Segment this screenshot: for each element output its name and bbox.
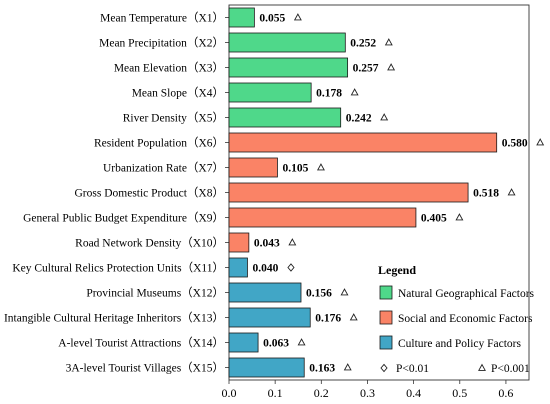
category-label: Intangible Cultural Heritage Inheritors（… — [4, 312, 224, 325]
category-label: Mean Elevation（X3） — [114, 62, 224, 75]
legend-diamond-icon — [380, 363, 388, 373]
value-label: 0.518 — [473, 188, 499, 200]
category-label: Key Cultural Relics Protection Units（X11… — [12, 262, 224, 275]
value-label: 0.156 — [306, 288, 332, 300]
category-label: Mean Slope（X4） — [132, 87, 224, 100]
category-label: General Public Budget Expenditure（X9） — [23, 212, 224, 225]
legend-label: Natural Geographical Factors — [398, 288, 535, 300]
bar — [228, 232, 250, 253]
category-label: A-level Tourist Attractions（X14） — [58, 337, 224, 350]
value-label: 0.055 — [259, 13, 285, 25]
x-tick-label: 0.1 — [268, 386, 283, 400]
bar — [228, 82, 312, 103]
significance-marker — [350, 88, 359, 96]
value-label: 0.257 — [353, 63, 379, 75]
bar — [228, 182, 469, 203]
significance-marker — [380, 113, 389, 121]
significance-marker — [287, 263, 295, 272]
bar — [228, 357, 305, 378]
x-tick-label: 0.6 — [498, 386, 513, 400]
x-tick-label: 0.0 — [222, 386, 237, 400]
value-label: 0.176 — [315, 313, 341, 325]
bar — [228, 157, 278, 178]
x-tick-label: 0.4 — [406, 386, 421, 400]
value-label: 0.105 — [282, 163, 308, 175]
bar — [228, 57, 349, 78]
significance-marker — [536, 138, 545, 146]
legend-label: Social and Economic Factors — [398, 313, 533, 325]
category-label: Provincial Museums（X12） — [86, 287, 224, 300]
legend-swatch — [379, 310, 393, 325]
bar — [228, 282, 302, 303]
x-tick-label: 0.5 — [452, 386, 467, 400]
legend-triangle-icon — [478, 363, 486, 371]
value-label: 0.178 — [316, 88, 342, 100]
category-label: River Density（X5） — [123, 112, 224, 125]
legend: Legend Natural Geographical Factors Social… — [378, 263, 535, 375]
significance-marker — [507, 188, 516, 196]
bar — [228, 132, 498, 153]
value-label: 0.580 — [502, 138, 528, 150]
bar — [228, 257, 248, 278]
value-label: 0.163 — [309, 363, 335, 375]
significance-marker — [340, 288, 349, 296]
bar — [228, 7, 255, 28]
legend-title: Legend — [378, 263, 416, 277]
significance-marker — [316, 163, 325, 171]
value-label: 0.405 — [421, 213, 447, 225]
legend-label: Culture and Policy Factors — [398, 338, 521, 350]
category-label: Road Network Density（X10） — [75, 237, 224, 250]
category-label: Mean Temperature（X1） — [100, 12, 224, 25]
x-tick-label: 0.3 — [360, 386, 375, 400]
value-label: 0.252 — [350, 38, 376, 50]
bar — [228, 207, 417, 228]
category-label: 3A-level Tourist Villages（X15） — [66, 362, 224, 375]
significance-marker — [455, 213, 464, 221]
significance-marker — [343, 363, 352, 371]
legend-label: P<0.001 — [491, 363, 530, 375]
value-label: 0.063 — [263, 338, 289, 350]
value-label: 0.242 — [346, 113, 372, 125]
bar — [228, 32, 346, 53]
significance-marker — [384, 38, 393, 46]
bar — [228, 332, 259, 353]
significance-marker — [288, 238, 297, 246]
legend-swatch — [379, 335, 393, 350]
significance-marker — [297, 338, 306, 346]
category-label: Resident Population（X6） — [94, 137, 224, 150]
significance-marker — [293, 13, 302, 21]
legend-label: P<0.01 — [396, 363, 429, 375]
significance-marker — [349, 313, 358, 321]
significance-marker — [387, 63, 396, 71]
axes: Mean Temperature（X1） Mean Precipitation（X… — [4, 4, 530, 400]
category-label: Mean Precipitation（X2） — [99, 37, 224, 50]
value-label: 0.043 — [254, 238, 280, 250]
value-label: 0.040 — [252, 263, 278, 275]
x-tick-label: 0.2 — [314, 386, 329, 400]
bars: 0.055 0.252 0.257 0.178 0.242 0.580 0.105 0.518… — [228, 7, 545, 378]
legend-swatch — [379, 285, 393, 300]
bar — [228, 107, 342, 128]
bar — [228, 307, 311, 328]
category-label: Gross Domestic Product（X8） — [75, 187, 225, 200]
category-label: Urbanization Rate（X7） — [103, 162, 224, 175]
